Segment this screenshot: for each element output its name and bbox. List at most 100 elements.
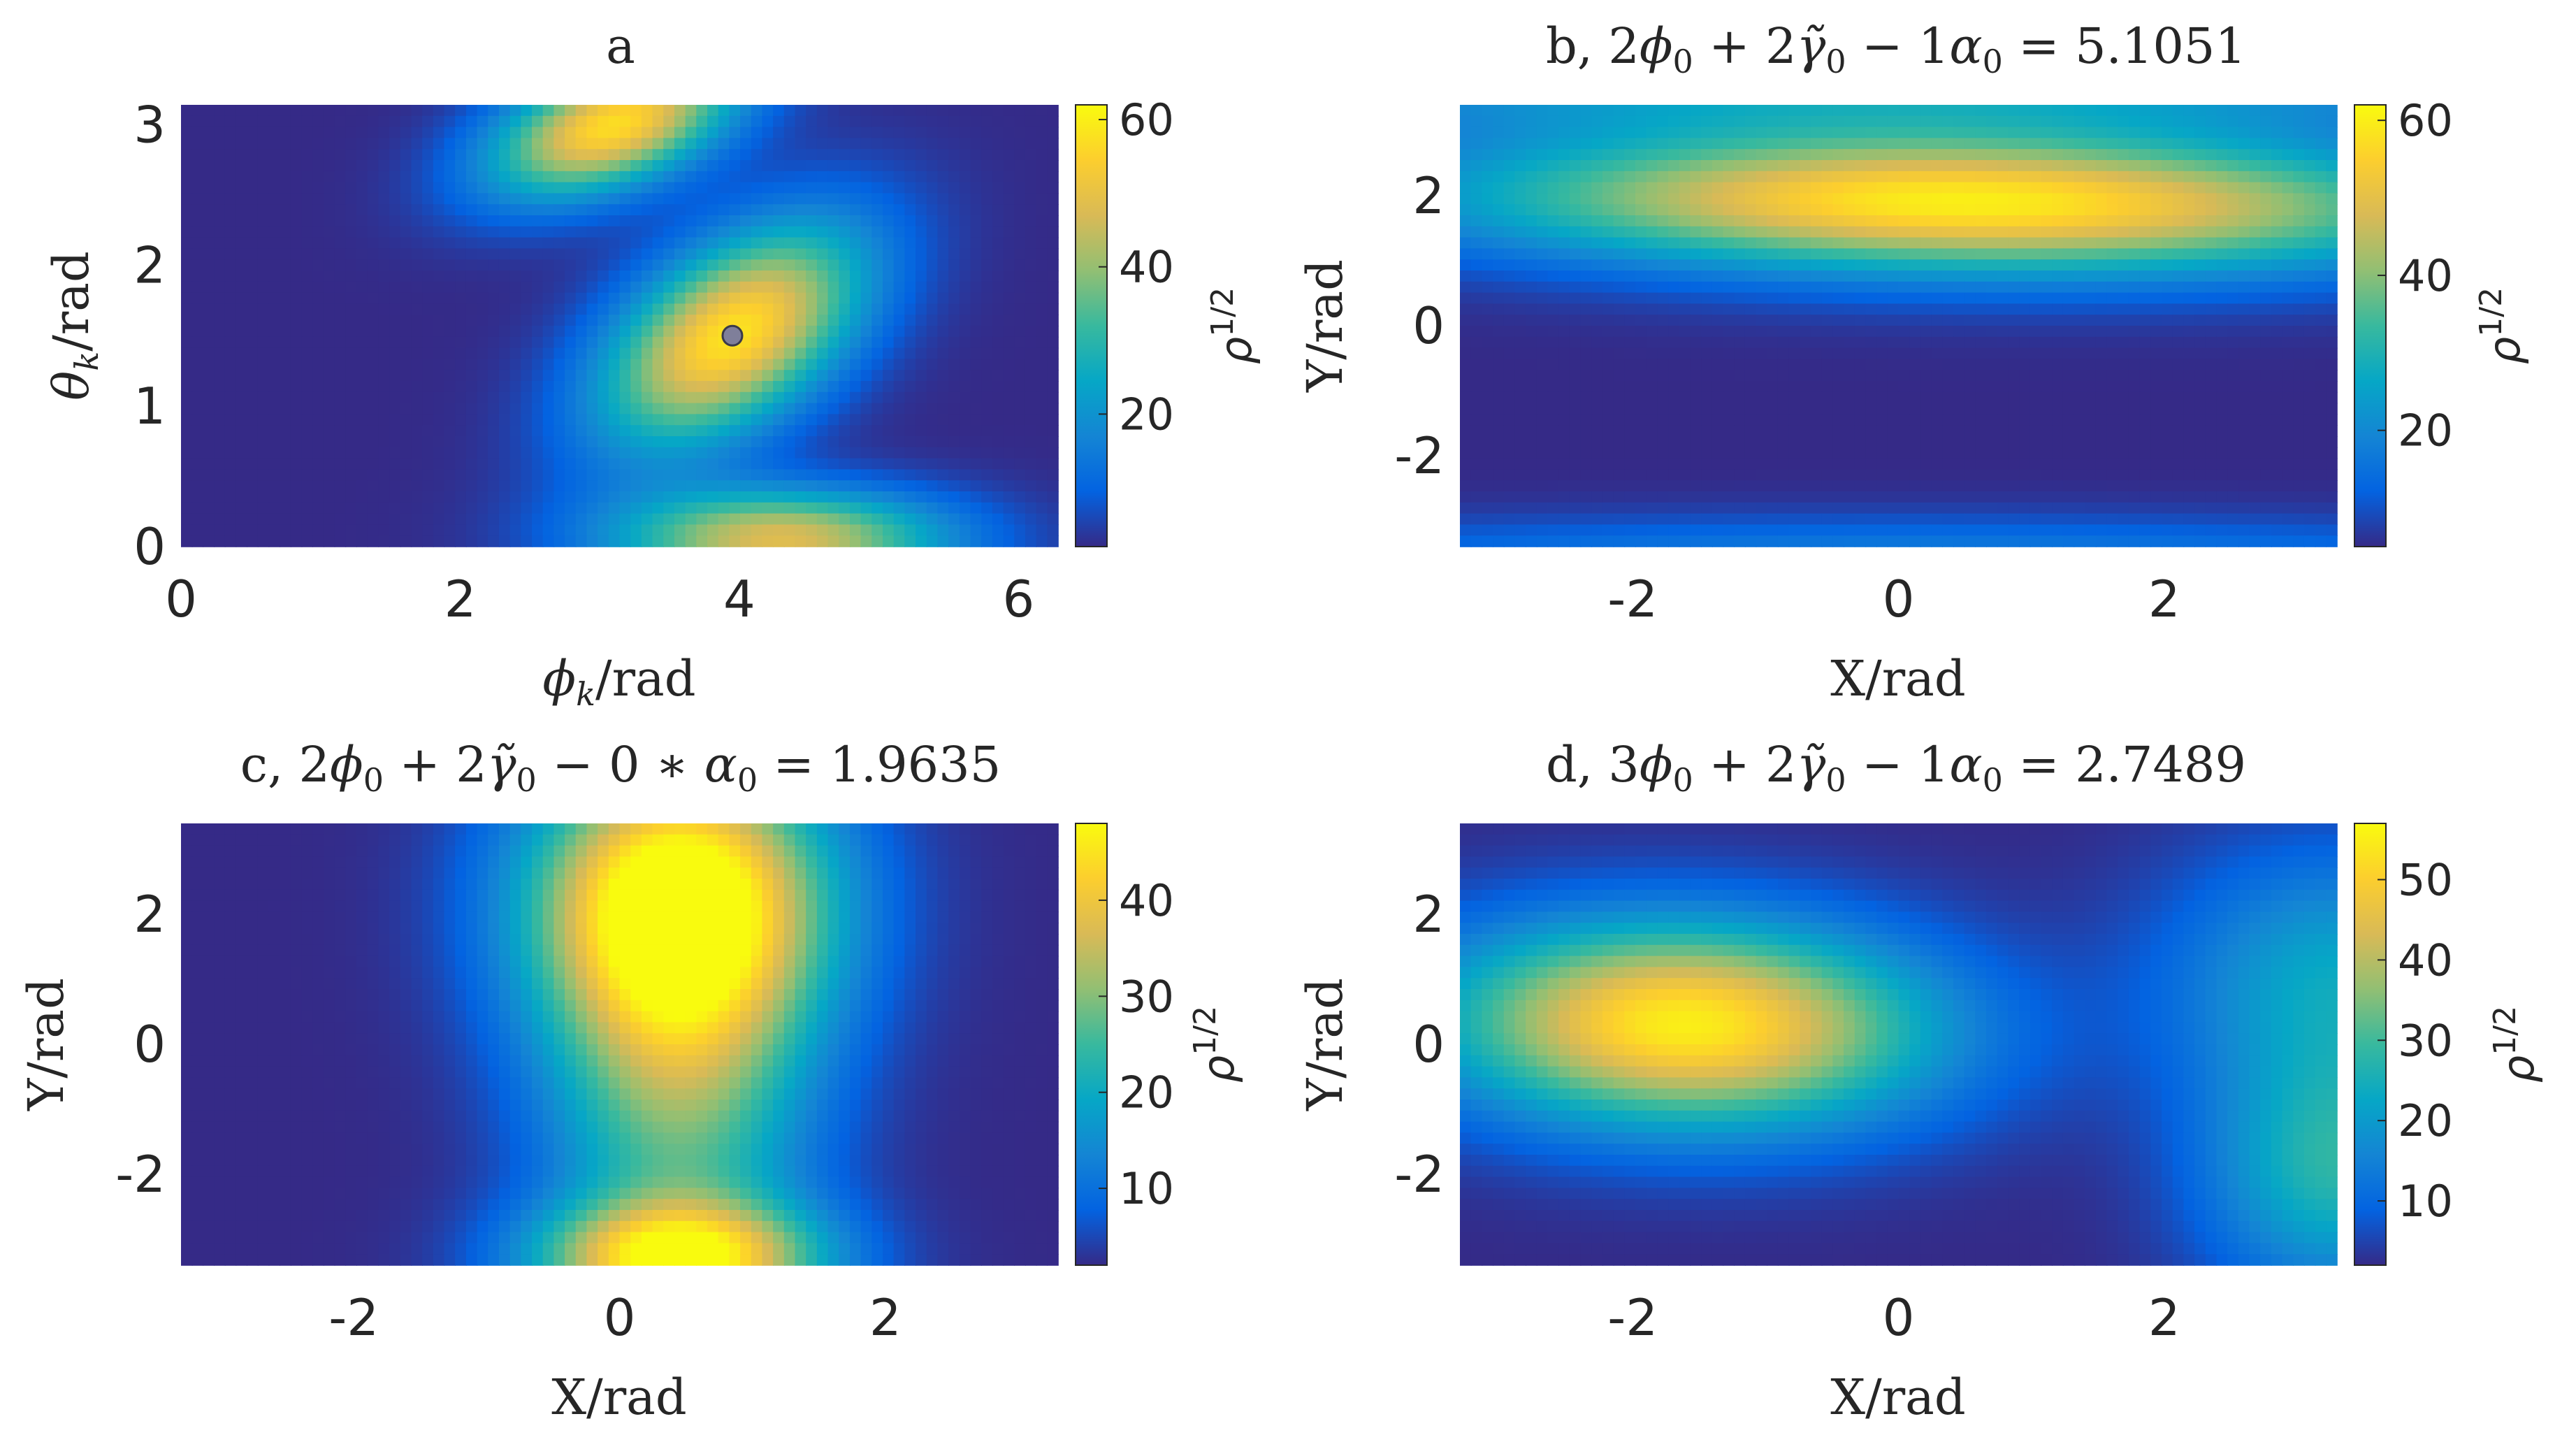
panel-a-heatmap-cell [334,271,347,282]
panel-b-heatmap-cell [1470,105,1483,117]
panel-b-heatmap-cell [1482,171,1493,183]
panel-a-heatmap-cell [1036,359,1048,370]
panel-b-heatmap-cell [1788,271,1801,282]
panel-a-heatmap-cell [619,281,631,294]
panel-a-heatmap-cell [356,281,368,294]
panel-a-heatmap-cell [280,127,291,139]
panel-b-heatmap-cell [1503,105,1516,117]
panel-b-heatmap-cell [2074,149,2085,161]
panel-b-heatmap-cell [1591,215,1603,227]
panel-a-heatmap-cell [795,480,806,492]
panel-a-heatmap-cell [981,138,993,150]
panel-a-heatmap-cell [992,381,1004,393]
panel-b-heatmap-cell [1547,105,1559,117]
panel-b-heatmap-cell [1635,193,1647,205]
panel-a-heatmap-cell [411,469,423,481]
panel-a-heatmap-cell [356,292,368,305]
panel-a-heatmap-cell [827,491,840,503]
panel-a-heatmap-cell [477,524,489,536]
panel-a-heatmap-cell [696,127,708,139]
panel-b-heatmap-cell [1503,315,1516,326]
panel-a-heatmap-cell [367,425,379,437]
panel-a-heatmap-cell [280,458,291,470]
panel-b-heatmap-cell [1591,281,1603,294]
panel-a-heatmap-cell [367,336,379,349]
panel-b-heatmap-cell [1821,215,1834,227]
panel-a-heatmap-cell [674,105,686,117]
panel-a-heatmap-cell [948,469,960,481]
panel-b-heatmap-cell [1602,326,1614,338]
panel-b-heatmap-cell [1898,315,1910,326]
panel-a-heatmap-cell [598,171,609,183]
panel-a-heatmap-cell [400,315,412,326]
panel-a-heatmap-cell [323,535,335,547]
panel-a-heatmap-cell [652,370,665,382]
panel-b-heatmap-cell [1712,204,1724,216]
panel-a-heatmap-cell [806,347,818,360]
panel-b-heatmap-cell [1646,281,1658,294]
panel-b-heatmap-cell [1701,271,1713,282]
panel-a-heatmap-cell [827,160,840,172]
panel-a-heatmap-cell [400,370,412,382]
panel-a-heatmap-cell [565,524,577,536]
panel-a-heatmap-cell [926,271,939,282]
panel-b-heatmap-cell [1624,127,1636,139]
panel-a-heatmap-cell [959,237,971,250]
panel-b-heatmap-cell [1569,271,1582,282]
panel-a-heatmap-cell [630,425,642,437]
panel-a-heatmap-cell [696,259,708,271]
panel-b-heatmap-cell [2052,271,2064,282]
panel-b-heatmap-cell [2205,215,2217,227]
panel-a-heatmap-cell [268,458,280,470]
panel-b-heatmap-cell [2260,149,2272,161]
panel-a-heatmap-cell [191,115,204,128]
panel-a-heatmap-cell [553,259,565,271]
panel-b-heatmap-cell [1942,326,1954,338]
panel-b-heatmap-cell [2085,204,2097,216]
panel-b-heatmap-cell [2118,115,2129,128]
panel-a-heatmap-cell [389,193,401,205]
panel-a-heatmap-cell [1014,281,1026,294]
panel-b-heatmap-cell [2095,315,2108,326]
panel-a-heatmap-cell [992,326,1004,338]
panel-b-heatmap-cell [1482,226,1493,238]
panel-b-heatmap-cell [1744,248,1757,260]
panel-a-heatmap-cell [751,347,763,360]
panel-a-heatmap-cell [181,326,193,338]
panel-a-heatmap-cell [871,292,883,305]
panel-a-heatmap-cell [773,469,785,481]
panel-a-heatmap-cell [257,425,270,437]
panel-a-heatmap-cell [367,502,379,514]
panel-a-heatmap-cell [806,381,818,393]
panel-a-heatmap-cell [718,127,730,139]
panel-a-heatmap-cell [378,458,390,470]
panel-a-heatmap-cell [948,193,960,205]
panel-a-heatmap-cell [509,370,522,382]
panel-b-heatmap-cell [2194,193,2206,205]
panel-a-heatmap-cell [970,182,982,194]
panel-a-heatmap-cell [1036,138,1048,150]
panel-a-heatmap-cell [948,458,960,470]
panel-a-heatmap-cell [937,226,949,238]
panel-a-heatmap-cell [1036,182,1048,194]
panel-a-heatmap-cell [586,315,598,326]
panel-a-heatmap-cell [214,215,226,227]
panel-a-heatmap-cell [598,370,609,382]
panel-a-heatmap-cell [1014,502,1026,514]
panel-b-heatmap-cell [2062,105,2075,117]
panel-a-heatmap-cell [893,425,906,437]
panel-b-heatmap-cell [1635,303,1647,315]
panel-a-heatmap-cell [400,292,412,305]
panel-a-heatmap-cell [904,138,916,150]
panel-a-heatmap-cell [334,315,347,326]
panel-a-heatmap-cell [806,271,818,282]
panel-a-heatmap-cell [883,458,895,470]
panel-a-heatmap-cell [871,347,883,360]
panel-a-heatmap-cell [191,458,204,470]
panel-a-heatmap-cell [345,193,357,205]
panel-a-heatmap-cell [729,469,741,481]
panel-a-heatmap-cell [839,303,851,315]
panel-a-heatmap-cell [740,182,752,194]
panel-b-heatmap-cell [1712,248,1724,260]
panel-b-heatmap-cell [2106,215,2119,227]
